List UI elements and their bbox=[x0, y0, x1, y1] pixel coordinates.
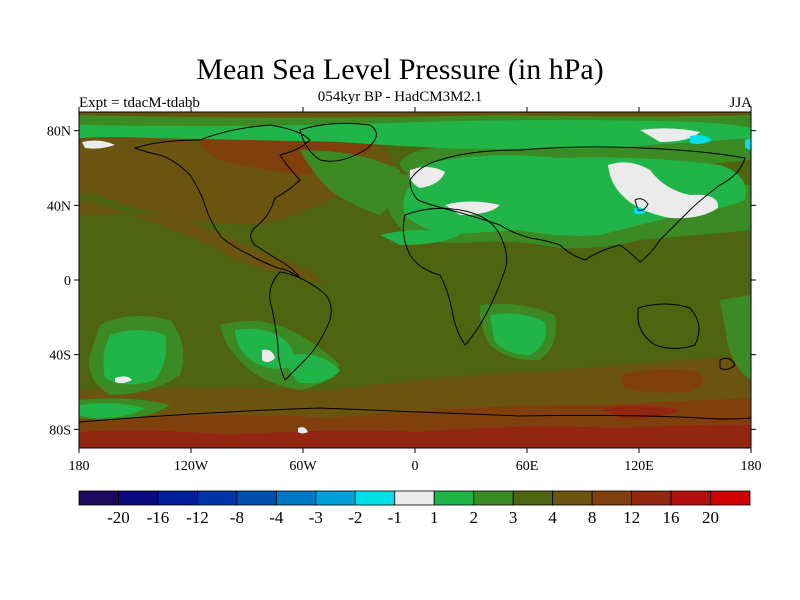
new-zealand-coast bbox=[719, 357, 736, 370]
indian-ocean-bright bbox=[490, 313, 546, 355]
colorbar-swatch bbox=[552, 490, 593, 506]
antarctica-coast bbox=[79, 407, 751, 423]
scandinavia-low bbox=[409, 166, 445, 188]
colorbar-label: -8 bbox=[230, 508, 244, 527]
colorbar-swatch bbox=[78, 490, 119, 506]
lon-tick-label: 180 bbox=[69, 459, 90, 474]
north-america-coast bbox=[133, 124, 311, 279]
mediterranean-low bbox=[445, 201, 500, 215]
lon-tick-label: 60W bbox=[289, 459, 317, 474]
south-pacific-bright bbox=[103, 330, 167, 385]
australia-coast bbox=[637, 303, 700, 349]
lat-tick-label: 40S bbox=[49, 349, 71, 364]
south-america-low bbox=[262, 349, 275, 363]
season-label: JJA bbox=[729, 95, 752, 111]
lon-tick-label: 120E bbox=[624, 459, 654, 474]
map-subtitle: 054kyr BP - HadCM3M2.1 bbox=[317, 89, 483, 105]
southwest-pacific-bright bbox=[79, 403, 145, 418]
south-america-coast bbox=[269, 271, 332, 381]
colorbar-swatch bbox=[710, 490, 751, 506]
colorbar-label: 8 bbox=[588, 508, 597, 527]
colorbar-label: -16 bbox=[147, 508, 170, 527]
colorbar-label: 12 bbox=[623, 508, 640, 527]
lon-tick-label: 180 bbox=[741, 459, 762, 474]
colorbar-label: 3 bbox=[509, 508, 518, 527]
colorbar-label: 16 bbox=[663, 508, 680, 527]
colorbar-label: 1 bbox=[430, 508, 439, 527]
alaska-low bbox=[82, 140, 115, 149]
antarctic-core bbox=[79, 424, 751, 448]
colorbar-label: -20 bbox=[107, 508, 130, 527]
siberian-arctic-low bbox=[640, 128, 700, 142]
lon-tick-label: 60E bbox=[516, 459, 539, 474]
colorbar-swatch bbox=[118, 490, 159, 506]
colorbar-swatch bbox=[236, 490, 277, 506]
colorbar-labels: -20 -16 -12 -8 -4 -3 -2 -1 1 2 3 4 8 12 16 20 bbox=[107, 508, 719, 527]
colorbar-swatch bbox=[275, 490, 317, 506]
colorbar-label: 20 bbox=[702, 508, 719, 527]
colorbar-label: -12 bbox=[186, 508, 209, 527]
africa-coast bbox=[402, 207, 508, 346]
japan-coast bbox=[634, 198, 649, 211]
greenland-coast bbox=[299, 122, 377, 162]
south-indian-patch bbox=[620, 369, 704, 393]
colorbar-swatch bbox=[197, 490, 238, 506]
colorbar-swatch bbox=[354, 490, 396, 506]
longitude-axis: 180 120W 60W 0 60E 120E 180 bbox=[69, 107, 762, 474]
lat-tick-label: 40N bbox=[47, 199, 71, 214]
central-asia-low bbox=[608, 162, 719, 219]
lon-tick-label: 0 bbox=[412, 459, 419, 474]
colorbar-label: -4 bbox=[269, 508, 284, 527]
coastlines bbox=[79, 122, 751, 423]
south-atlantic-bright-2 bbox=[288, 354, 340, 384]
lat-tick-label: 80N bbox=[47, 125, 71, 140]
colorbar-label: 2 bbox=[469, 508, 478, 527]
east-edge-patch bbox=[720, 295, 751, 380]
antarctic-low bbox=[298, 427, 308, 434]
colorbar-swatch bbox=[591, 490, 632, 506]
experiment-label: Expt = tdacM-tdabb bbox=[79, 95, 200, 111]
lat-tick-label: 0 bbox=[64, 274, 71, 289]
colorbar-label: -3 bbox=[309, 508, 323, 527]
lon-tick-label: 120W bbox=[174, 459, 209, 474]
colorbar bbox=[78, 490, 751, 506]
colorbar-swatch bbox=[473, 490, 514, 506]
colorbar-label: -2 bbox=[348, 508, 362, 527]
colorbar-swatch bbox=[394, 490, 435, 506]
colorbar-swatch bbox=[433, 490, 475, 506]
south-pacific-low bbox=[115, 376, 132, 384]
latitude-axis: 80N 40N 0 40S 80S bbox=[47, 125, 756, 438]
eurasia-coast bbox=[409, 146, 746, 263]
colorbar-label: 4 bbox=[548, 508, 557, 527]
map-title: Mean Sea Level Pressure (in hPa) bbox=[196, 53, 604, 86]
colorbar-swatch bbox=[157, 490, 198, 506]
colorbar-label: -1 bbox=[388, 508, 402, 527]
colorbar-swatch bbox=[315, 490, 356, 506]
colorbar-swatch bbox=[512, 490, 554, 506]
north-atlantic-patch bbox=[300, 150, 400, 215]
sahara-bright bbox=[380, 230, 460, 245]
map-fill bbox=[79, 112, 751, 448]
colorbar-swatch bbox=[631, 490, 672, 506]
arctic-cyan bbox=[690, 135, 712, 144]
east-cyan bbox=[745, 138, 751, 150]
colorbar-swatch bbox=[670, 490, 711, 506]
lat-tick-label: 80S bbox=[49, 423, 71, 438]
